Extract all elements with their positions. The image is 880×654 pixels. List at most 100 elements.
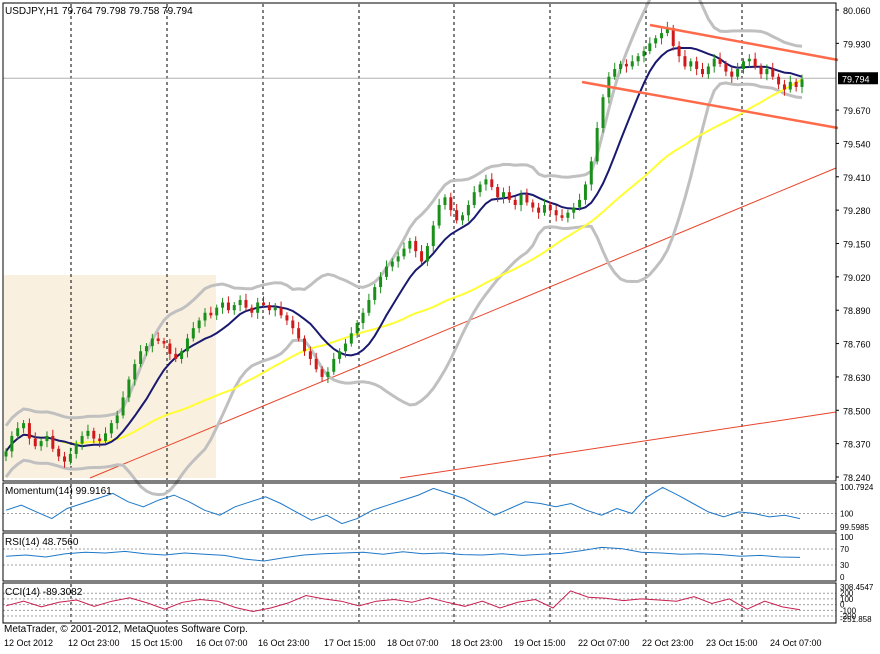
candle-body [156, 338, 160, 342]
candle-body [408, 240, 412, 249]
time-label: 22 Oct 23:00 [642, 638, 694, 648]
candle-body [267, 305, 271, 311]
candle-body [279, 307, 283, 316]
price-label: 78.500 [843, 406, 871, 416]
cci-axis-label: 0 [840, 601, 845, 610]
candle-body [226, 302, 230, 311]
panel-frame [2, 582, 837, 624]
candle-body [332, 358, 336, 372]
candle-body [250, 307, 254, 313]
candle-body [619, 63, 623, 70]
candle-body [308, 351, 312, 359]
candle-body [314, 358, 318, 370]
candle-body [730, 71, 734, 77]
time-label: 18 Oct 23:00 [451, 638, 503, 648]
candle-body [297, 328, 301, 339]
time-label: 16 Oct 07:00 [196, 638, 248, 648]
candle-body [437, 205, 441, 226]
cci-line [5, 590, 801, 613]
candle-body [461, 215, 465, 221]
candle-body [373, 287, 377, 300]
candle-body [636, 56, 640, 62]
candle-body [665, 27, 669, 34]
candle-body [68, 453, 72, 462]
candle-body [57, 448, 61, 457]
cci-axis-label: 100 [840, 595, 854, 604]
candle-body [104, 433, 107, 442]
time-label: 24 Oct 07:00 [770, 638, 822, 648]
momentum-title: Momentum(14) 99.9161 [5, 486, 112, 497]
rsi-axis-label: 0 [840, 573, 845, 582]
candle-body [162, 341, 166, 344]
time-label: 12 Oct 2012 [4, 638, 53, 648]
candle-body [525, 194, 529, 203]
candle-body [660, 33, 664, 39]
candle-body [326, 371, 330, 377]
price-label: 78.370 [843, 440, 871, 450]
candle-body [203, 312, 207, 321]
candle-body [771, 69, 775, 77]
candle-body [794, 81, 798, 87]
candle-body [51, 435, 55, 449]
candle-body [496, 187, 500, 198]
candle-body [747, 58, 751, 62]
candle-body [98, 438, 102, 442]
candle-body [109, 423, 113, 434]
current-price-box [838, 72, 878, 85]
candle-body [180, 351, 184, 359]
momentum-axis-label: 99.5985 [840, 523, 869, 532]
candle-body [800, 79, 804, 87]
price-label: 79.410 [843, 173, 871, 183]
candle-body [39, 441, 43, 447]
chart-ohlc: 79.764 79.798 79.758 79.794 [62, 6, 193, 17]
current-price-label: 79.794 [842, 74, 870, 84]
cci-axis-label: 200 [840, 589, 854, 598]
candle-body [443, 197, 447, 206]
candle-body [63, 456, 67, 462]
candle-body [256, 302, 260, 313]
price-label: 78.890 [843, 306, 871, 316]
candle-body [168, 343, 172, 354]
candle-body [425, 246, 429, 262]
candle-body [361, 312, 365, 324]
candle-body [86, 430, 90, 436]
candle-body [537, 207, 541, 213]
candle-body [566, 212, 570, 218]
candle-body [519, 194, 523, 206]
time-label: 23 Oct 15:00 [706, 638, 758, 648]
candle-body [578, 199, 582, 208]
time-label: 18 Oct 07:00 [387, 638, 439, 648]
candle-body [683, 56, 687, 67]
candle-body [45, 435, 49, 442]
candle-body [484, 179, 488, 185]
candle-body [712, 58, 716, 67]
candle-body [724, 63, 728, 72]
candle-body [601, 97, 605, 129]
candle-body [414, 240, 418, 252]
candle-body [695, 61, 699, 70]
candle-body [589, 161, 593, 185]
candle-body [10, 435, 14, 452]
candle-body [150, 338, 154, 347]
session-highlight [4, 275, 216, 478]
rsi-axis-label: 70 [840, 545, 849, 554]
candle-body [221, 302, 225, 308]
candle-body [197, 320, 201, 329]
candle-body [788, 81, 792, 90]
momentum-line [5, 486, 801, 525]
cci-axis-label: -251.858 [840, 615, 872, 624]
cci-axis-label: -200 [840, 612, 857, 621]
candle-body [343, 343, 347, 352]
candle-body [402, 248, 406, 257]
candle-body [174, 353, 178, 359]
candle-body [16, 428, 20, 436]
price-label: 79.020 [843, 273, 871, 283]
cci-title: CCI(14) -89.3082 [5, 587, 83, 598]
candle-body [478, 184, 482, 193]
candle-body [630, 61, 634, 67]
price-label: 78.630 [843, 373, 871, 383]
candle-body [215, 307, 219, 316]
candle-body [531, 202, 535, 208]
candle-body [741, 61, 745, 70]
candle-body [115, 415, 119, 424]
